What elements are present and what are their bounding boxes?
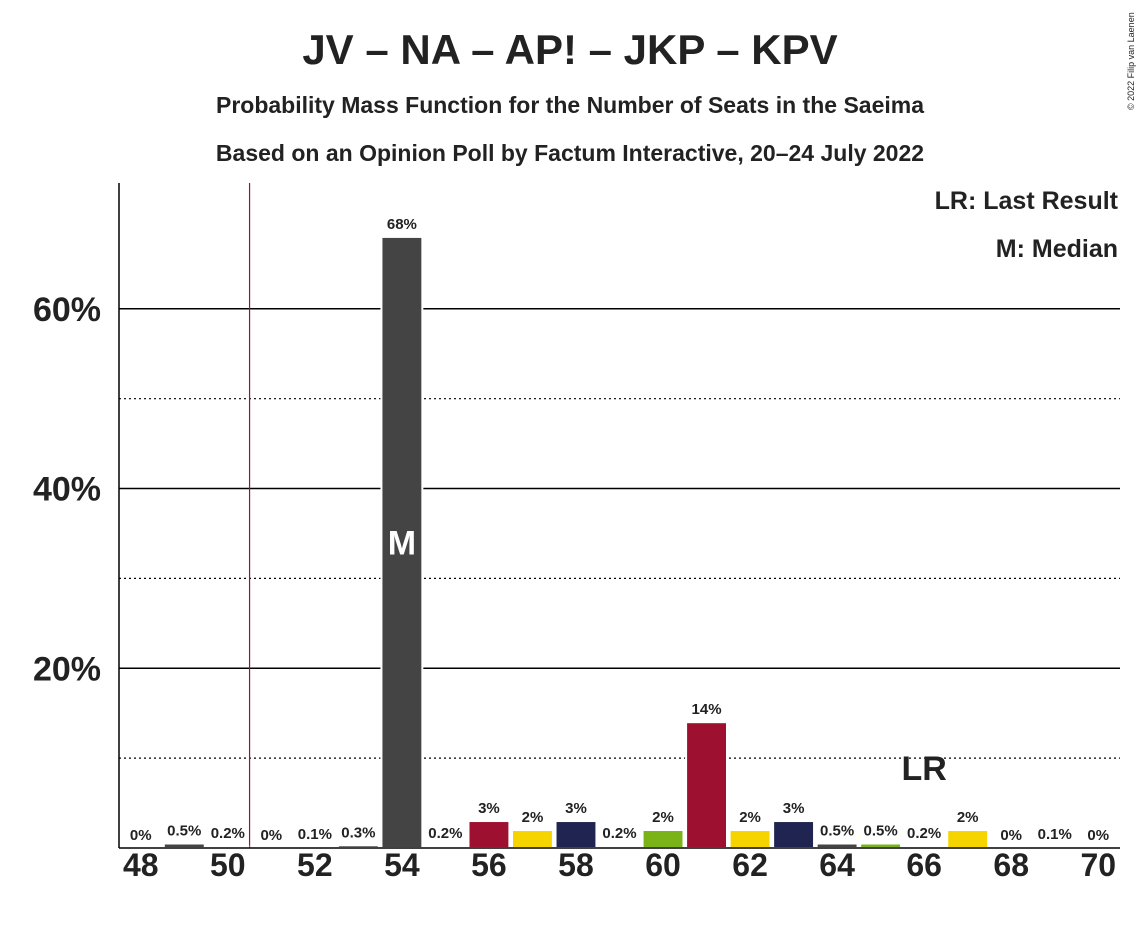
x-tick-label: 56	[471, 847, 507, 883]
value-label: 2%	[957, 809, 979, 826]
value-label: 0.2%	[211, 825, 245, 842]
x-tick-label: 66	[906, 847, 942, 883]
x-tick-label: 64	[819, 847, 855, 883]
x-tick-label: 60	[645, 847, 681, 883]
bar	[467, 820, 511, 849]
y-tick-label: 20%	[33, 650, 101, 688]
value-label: 3%	[783, 800, 805, 817]
bar	[511, 829, 554, 850]
x-tick-label: 50	[210, 847, 246, 883]
value-label: 0.1%	[1038, 826, 1072, 843]
value-label: 0.3%	[341, 824, 375, 841]
value-label: 0.5%	[820, 823, 854, 840]
x-tick-label: 62	[732, 847, 768, 883]
x-tick-label: 68	[993, 847, 1029, 883]
last-result-label: LR	[901, 750, 946, 788]
bar	[641, 829, 685, 850]
y-tick-label: 40%	[33, 471, 101, 509]
legend-entry: M: Median	[996, 235, 1118, 263]
bar	[685, 721, 728, 850]
value-label: 0%	[1087, 827, 1109, 844]
value-label: 0.2%	[428, 825, 462, 842]
chart-title: JV – NA – AP! – JKP – KPV	[302, 26, 837, 73]
value-label: 0%	[130, 827, 152, 844]
x-tick-label: 48	[123, 847, 159, 883]
value-label: 0.1%	[298, 826, 332, 843]
x-tick-label: 54	[384, 847, 420, 883]
bar	[380, 235, 424, 849]
y-tick-label: 60%	[33, 291, 101, 329]
bar	[554, 820, 598, 849]
value-label: 68%	[387, 216, 417, 233]
value-label: 2%	[522, 809, 544, 826]
bar	[946, 829, 990, 850]
x-tick-label: 70	[1080, 847, 1116, 883]
value-label: 3%	[565, 800, 587, 817]
value-label: 0.5%	[167, 823, 201, 840]
chart-subtitle: Based on an Opinion Poll by Factum Inter…	[216, 140, 924, 166]
x-tick-label: 58	[558, 847, 594, 883]
value-label: 0.5%	[864, 823, 898, 840]
value-label: 0%	[1000, 827, 1022, 844]
value-label: 3%	[478, 800, 500, 817]
bar	[772, 820, 816, 849]
median-label: M	[388, 524, 416, 562]
value-label: 14%	[692, 701, 722, 718]
value-label: 0.2%	[602, 825, 636, 842]
x-tick-label: 52	[297, 847, 333, 883]
legend-entry: LR: Last Result	[935, 187, 1119, 215]
value-label: 0%	[260, 827, 282, 844]
copyright: © 2022 Filip van Laenen	[1126, 12, 1136, 110]
value-label: 2%	[739, 809, 761, 826]
bar	[728, 829, 772, 850]
chart-subtitle: Probability Mass Function for the Number…	[216, 92, 924, 118]
value-label: 2%	[652, 809, 674, 826]
value-label: 0.2%	[907, 825, 941, 842]
